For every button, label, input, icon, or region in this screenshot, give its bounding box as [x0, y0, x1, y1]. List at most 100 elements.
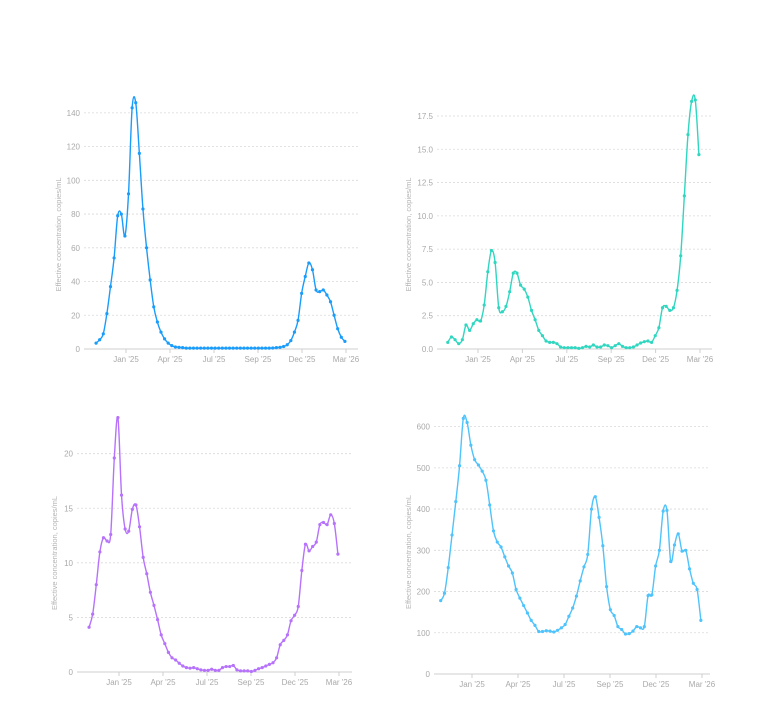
data-point [98, 338, 102, 342]
data-point [303, 542, 308, 546]
data-point [227, 346, 232, 350]
data-point [162, 337, 167, 341]
data-point [665, 508, 669, 512]
data-point [152, 603, 156, 608]
x-tick-label: Mar '26 [326, 678, 353, 687]
x-tick-label: Dec '25 [642, 355, 669, 364]
data-point [450, 533, 454, 537]
data-point [260, 346, 264, 350]
data-point [649, 340, 654, 344]
data-point [574, 594, 579, 598]
data-point [612, 613, 616, 618]
data-point [336, 552, 340, 556]
data-point [657, 326, 661, 330]
data-point [668, 308, 672, 312]
data-point [217, 668, 221, 672]
data-point [123, 527, 127, 531]
data-point [220, 666, 225, 670]
data-point [567, 614, 571, 618]
data-point [584, 344, 588, 348]
y-tick-label: 120 [67, 143, 81, 152]
data-point [454, 500, 458, 504]
chart-panel-1: 0 20 40 60 80 100 120 140 Jan '25 Apr '25 Jul '25 S… [54, 96, 360, 364]
data-point [300, 291, 304, 295]
data-point [155, 320, 159, 324]
data-point [478, 319, 483, 323]
data-point [559, 345, 563, 349]
y-tick-label: 20 [64, 450, 73, 459]
data-point [679, 254, 683, 258]
data-point [446, 566, 450, 570]
data-point [646, 339, 650, 343]
data-point [676, 532, 680, 536]
data-point [184, 666, 189, 670]
data-point [573, 346, 577, 350]
data-point [336, 327, 340, 331]
data-point [199, 346, 203, 350]
y-tick-label: 100 [417, 629, 431, 638]
data-point [166, 341, 170, 345]
data-point [310, 268, 315, 272]
y-tick-label: 40 [71, 278, 80, 287]
data-point [589, 507, 594, 511]
y-tick-label: 500 [417, 464, 431, 473]
y-tick-label: 0.0 [422, 345, 434, 354]
data-point [235, 668, 239, 672]
data-point [627, 631, 631, 636]
data-point [174, 658, 178, 662]
data-point [94, 583, 98, 587]
data-point [184, 346, 188, 350]
data-point [480, 469, 484, 473]
data-point [544, 339, 548, 343]
data-point [697, 152, 701, 157]
data-point [631, 345, 636, 349]
data-point [602, 343, 606, 347]
chart-panel-2: 0.0 2.5 5.0 7.5 10.0 12.5 15.0 17.5 Jan '25 Apr '… [404, 94, 714, 364]
data-point [267, 662, 271, 666]
data-point [263, 346, 268, 350]
data-point [578, 579, 582, 583]
data-point [238, 346, 242, 350]
data-point [691, 581, 695, 585]
data-point [687, 567, 692, 571]
data-point [108, 284, 113, 289]
data-point [577, 346, 581, 350]
data-point [289, 338, 293, 343]
data-point [566, 346, 570, 350]
data-point [307, 261, 311, 265]
data-point [195, 346, 199, 350]
data-point [606, 344, 610, 348]
x-tick-label: Sep '25 [598, 355, 625, 364]
data-point [446, 340, 450, 344]
data-point [155, 618, 160, 622]
data-point [601, 544, 605, 548]
data-point [210, 667, 214, 671]
y-tick-label: 12.5 [417, 179, 433, 188]
y-tick-label: 7.5 [422, 245, 434, 254]
data-point [439, 599, 443, 603]
data-point [669, 559, 673, 564]
data-point [285, 343, 289, 347]
data-point [126, 192, 131, 196]
y-axis-label: Effective concentration, copies/mL [404, 495, 413, 609]
data-point [264, 664, 268, 668]
data-point [457, 342, 461, 346]
data-point [457, 464, 462, 468]
x-tick-label: Apr '25 [510, 355, 536, 364]
data-point [213, 668, 217, 672]
data-point [608, 608, 612, 612]
data-point [442, 591, 447, 595]
data-point [497, 306, 501, 310]
data-point [493, 260, 497, 265]
data-point [173, 345, 178, 349]
data-point [134, 101, 138, 105]
data-point [119, 212, 123, 216]
data-point [163, 642, 167, 646]
x-tick-label: Apr '25 [157, 355, 183, 364]
x-tick-label: Jan '25 [106, 678, 132, 687]
data-point [586, 552, 590, 557]
chart-panel-3: 0 5 10 15 20 Jan '25 Apr '25 Jul '25 Sep '25 Dec … [50, 416, 353, 687]
data-point [127, 529, 131, 533]
data-point [559, 626, 563, 630]
